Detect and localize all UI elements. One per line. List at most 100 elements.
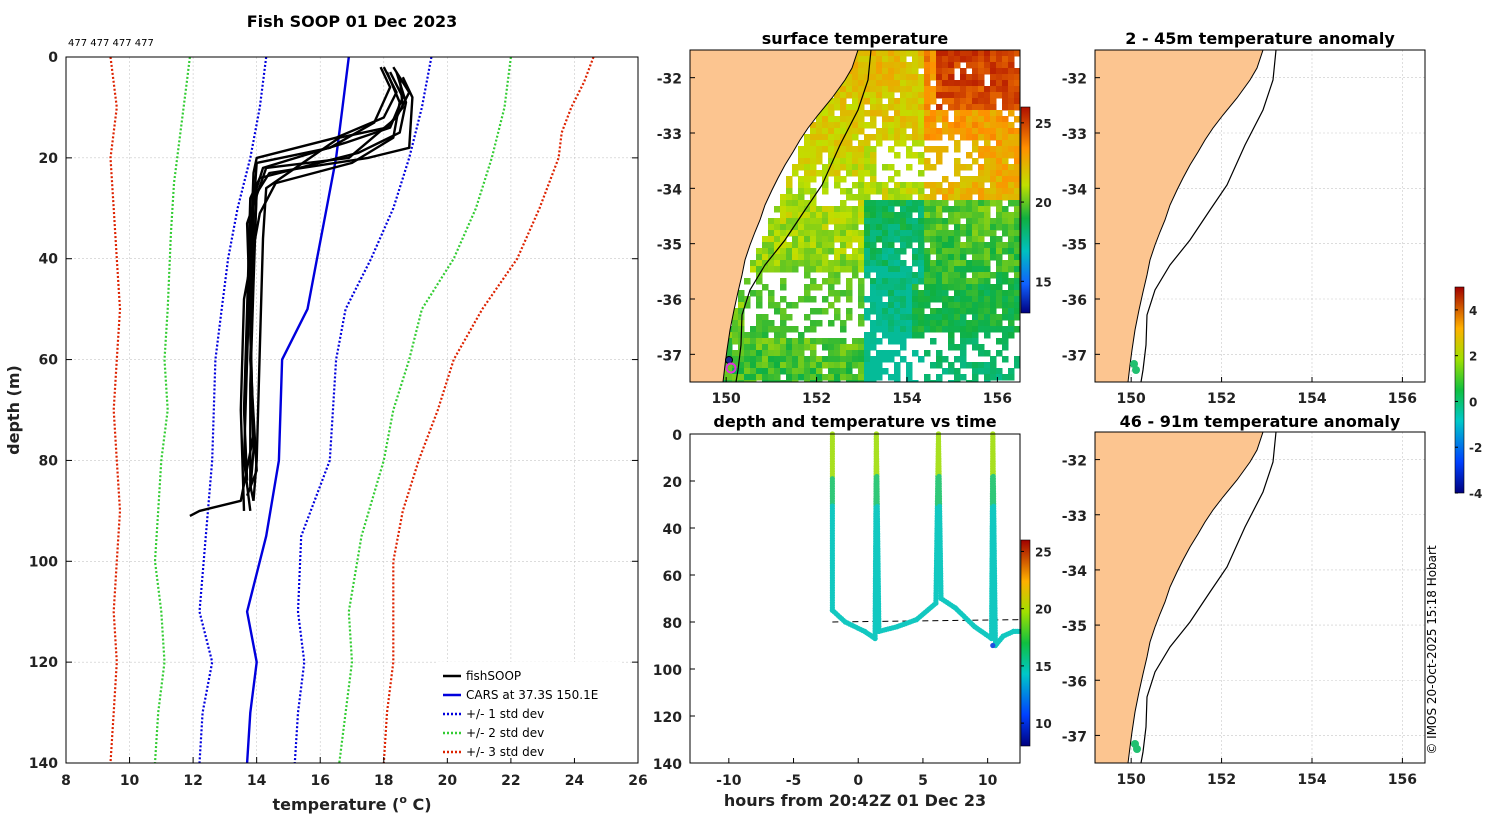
sst-cell	[846, 152, 853, 159]
sst-cell	[828, 272, 835, 279]
sst-cell	[996, 140, 1003, 147]
sst-cell	[834, 356, 841, 363]
sst-cell	[924, 98, 931, 105]
sst-cell	[858, 164, 865, 171]
map-ytick-label: -32	[1062, 454, 1087, 470]
anomaly-deep-point-b	[1133, 745, 1141, 753]
sst-cell	[852, 170, 859, 177]
sst-cell	[744, 362, 751, 369]
sst-cell	[912, 86, 919, 93]
sst-cell	[954, 158, 961, 165]
sst-cell	[732, 314, 739, 321]
sst-cell	[1014, 92, 1020, 99]
sst-cell	[972, 200, 979, 207]
sst-cell	[888, 50, 895, 57]
sst-cell	[1002, 164, 1009, 171]
sst-cell	[906, 314, 913, 321]
sst-cell	[960, 284, 967, 291]
sst-cell	[906, 368, 913, 375]
sst-cell	[978, 320, 985, 327]
sst-cell	[894, 254, 901, 261]
sst-cell	[882, 56, 889, 63]
sst-cell	[786, 338, 793, 345]
sst-cell	[1002, 314, 1009, 321]
map-xtick-label: 150	[1117, 391, 1146, 407]
anomaly-deep-title: 46 - 91m temperature anomaly	[1120, 412, 1401, 431]
time-panel: depth and temperature vs time -10 -5 0 5 100…	[653, 412, 1052, 810]
sst-cell	[984, 224, 991, 231]
sst-cell	[1002, 290, 1009, 297]
sst-cell	[846, 278, 853, 285]
sst-cell	[822, 170, 829, 177]
sst-cell	[864, 314, 871, 321]
sst-cell	[762, 326, 769, 333]
sst-cell	[786, 182, 793, 189]
sst-cell	[894, 86, 901, 93]
sst-cell	[876, 272, 883, 279]
sst-cell	[870, 302, 877, 309]
sst-cell	[786, 224, 793, 231]
sst-cell	[870, 146, 877, 153]
sst-cell	[930, 116, 937, 123]
sst-cell	[936, 110, 943, 117]
sst-cell	[906, 146, 913, 153]
sst-cell	[756, 254, 763, 261]
sst-cell	[834, 182, 841, 189]
sst-cell	[978, 98, 985, 105]
sst-cell	[990, 176, 997, 183]
sst-cell	[1002, 272, 1009, 279]
sst-cell	[1008, 128, 1015, 135]
sst-cell	[900, 188, 907, 195]
sst-cell	[942, 206, 949, 213]
sst-cell	[846, 290, 853, 297]
sst-cell	[912, 230, 919, 237]
sst-cell	[906, 62, 913, 69]
sst-cell	[990, 254, 997, 261]
sst-cell	[1014, 302, 1020, 309]
sst-cell	[906, 116, 913, 123]
sst-cell	[786, 266, 793, 273]
sst-cell	[948, 242, 955, 249]
sst-cell	[810, 146, 817, 153]
sst-cell	[930, 260, 937, 267]
sst-cell	[1014, 248, 1020, 255]
sst-cell	[888, 266, 895, 273]
sst-cell	[882, 266, 889, 273]
sst-cell	[912, 128, 919, 135]
sst-cell	[924, 212, 931, 219]
sst-cell	[894, 224, 901, 231]
sst-cell	[858, 278, 865, 285]
sst-cell	[906, 362, 913, 369]
sst-cell	[936, 80, 943, 87]
sst-cell	[906, 326, 913, 333]
sst-cell	[828, 170, 835, 177]
sst-cell	[840, 242, 847, 249]
sst-cell	[870, 158, 877, 165]
sst-cell	[804, 260, 811, 267]
map-ytick-label: -36	[1062, 293, 1087, 309]
sst-cell	[882, 206, 889, 213]
sst-cell	[828, 260, 835, 267]
time-xtick-label: -10	[716, 773, 742, 789]
sst-cell	[774, 350, 781, 357]
sst-cell	[906, 182, 913, 189]
sst-cell	[876, 368, 883, 375]
sst-cell	[1014, 188, 1020, 195]
sst-cell	[792, 224, 799, 231]
sst-cell	[876, 248, 883, 255]
sst-cell	[996, 284, 1003, 291]
sst-cell	[912, 134, 919, 141]
legend-label: CARS at 37.3S 150.1E	[466, 688, 598, 702]
map-xtick-label: 152	[1207, 772, 1236, 788]
sst-cell	[780, 194, 787, 201]
sst-cell	[918, 302, 925, 309]
sst-cell	[870, 290, 877, 297]
sst-cell	[732, 338, 739, 345]
sst-cell	[984, 254, 991, 261]
sst-cell	[990, 284, 997, 291]
sst-cell	[852, 134, 859, 141]
sst-cell	[1014, 272, 1020, 279]
sst-cell	[996, 68, 1003, 75]
sst-cell	[822, 362, 829, 369]
